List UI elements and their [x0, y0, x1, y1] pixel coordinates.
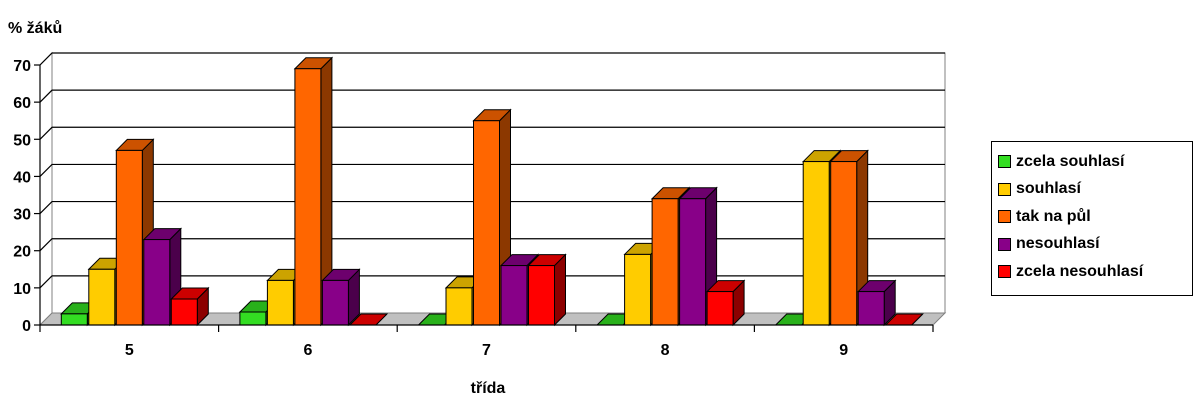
axes — [34, 64, 934, 332]
bar — [142, 227, 183, 327]
x-axis-title: třída — [471, 380, 506, 397]
legend-swatch — [998, 210, 1011, 224]
bar — [293, 56, 334, 327]
y-tick-label: 0 — [22, 318, 31, 335]
legend-label: souhlasí — [1016, 180, 1081, 198]
y-tick-labels: 0 10 20 30 40 50 60 70 — [13, 58, 31, 335]
y-tick-label: 50 — [13, 132, 31, 149]
bar-front — [321, 279, 349, 326]
x-tick-label: 8 — [661, 342, 670, 359]
gridline — [39, 126, 945, 140]
bar — [170, 286, 210, 327]
bars — [60, 56, 924, 327]
bar — [829, 149, 869, 327]
bar-front — [170, 298, 198, 326]
legend-item: zcela nesouhlasí — [998, 258, 1192, 286]
y-tick-label: 10 — [13, 281, 31, 298]
bar-front — [624, 253, 652, 326]
bar-front — [679, 198, 707, 326]
x-tick-label: 6 — [303, 342, 312, 359]
bar-front — [528, 265, 555, 326]
bar — [472, 108, 512, 327]
bar — [884, 313, 924, 326]
y-tick-label: 40 — [13, 169, 31, 186]
bar — [321, 268, 361, 327]
bar-front — [651, 198, 679, 326]
bar — [348, 313, 389, 326]
bar-front — [266, 279, 294, 326]
bar-front — [239, 311, 267, 326]
legend-label: zcela nesouhlasí — [1016, 262, 1144, 280]
y-tick-label: 60 — [13, 95, 31, 112]
bar-side — [554, 253, 566, 327]
legend-item: tak na půl — [998, 203, 1192, 231]
bar-front — [88, 268, 116, 326]
bar-front — [830, 161, 858, 326]
bar — [705, 279, 746, 327]
x-tick-labels: 5 6 7 8 9 — [125, 342, 848, 359]
bar-front — [802, 161, 830, 326]
y-tick-label: 70 — [13, 58, 31, 75]
x-tick-label: 7 — [482, 342, 491, 359]
gridline — [39, 52, 945, 66]
gridline — [39, 238, 945, 252]
gridline — [39, 163, 945, 177]
legend-label: nesouhlasí — [1016, 235, 1100, 253]
y-tick-label: 30 — [13, 207, 31, 224]
x-tick-label: 9 — [839, 342, 848, 359]
legend-item: souhlasí — [998, 176, 1192, 204]
y-tick-label: 20 — [13, 244, 31, 261]
bar-front — [143, 239, 171, 326]
bar-front — [60, 313, 88, 326]
legend-swatch — [998, 265, 1011, 279]
gridlines — [39, 52, 945, 289]
legend-item: zcela souhlasí — [998, 148, 1192, 176]
legend-label: zcela souhlasí — [1016, 152, 1125, 170]
legend-swatch — [998, 237, 1011, 251]
bar — [856, 279, 897, 327]
bar-front — [857, 291, 885, 326]
bar — [115, 138, 155, 327]
bar-front — [706, 291, 734, 326]
legend-label: tak na půl — [1016, 207, 1091, 225]
side-wall — [39, 51, 53, 327]
legend-swatch — [998, 182, 1011, 196]
bar-front — [115, 149, 143, 326]
bar — [527, 253, 567, 327]
bar-front — [473, 120, 500, 326]
x-tick-label: 5 — [125, 342, 134, 359]
bar-front — [445, 287, 473, 326]
bar-front — [294, 68, 322, 326]
legend-swatch — [998, 155, 1011, 169]
y-axis-title: % žáků — [8, 20, 62, 37]
bar-front — [500, 265, 528, 326]
legend-item: nesouhlasí — [998, 231, 1192, 259]
legend: zcela souhlasí souhlasí tak na půl nesou… — [991, 141, 1193, 296]
gridline — [39, 89, 945, 103]
gridline — [39, 200, 945, 214]
